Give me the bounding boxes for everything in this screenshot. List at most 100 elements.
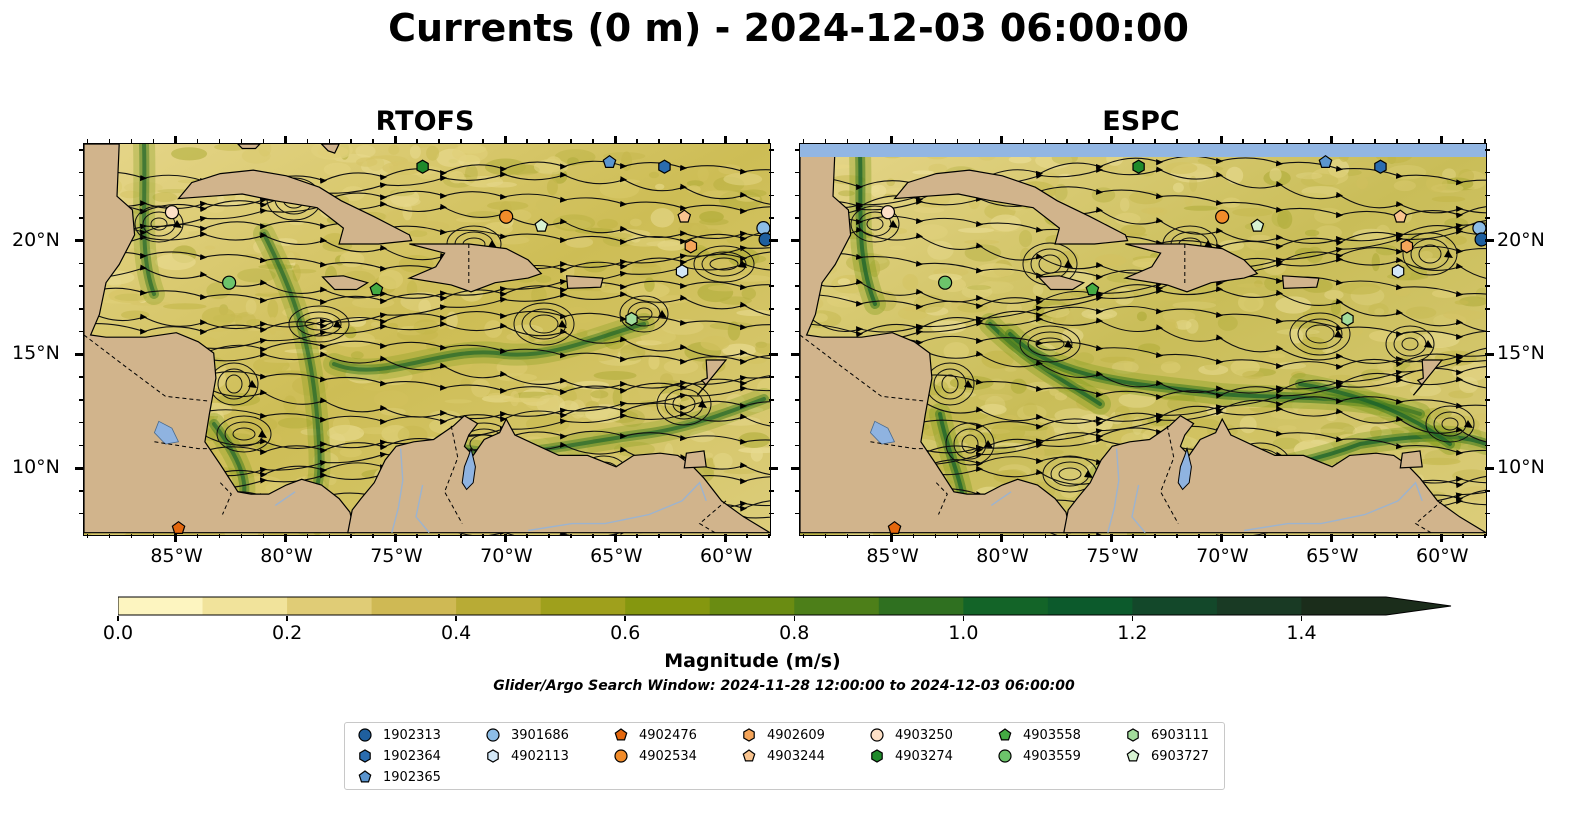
lat-tick xyxy=(791,239,800,243)
colorbar-bar xyxy=(117,596,1452,616)
lon-minor-tick xyxy=(1154,139,1156,143)
legend-label: 4902609 xyxy=(767,727,825,743)
colorbar-label: Magnitude (m/s) xyxy=(664,650,841,672)
lon-minor-tick xyxy=(702,534,704,538)
legend-item: 1902313 xyxy=(357,727,441,743)
lat-tick xyxy=(1485,239,1494,243)
lat-minor-tick xyxy=(795,421,800,424)
float-marker-4903558 xyxy=(369,282,384,296)
lon-minor-tick xyxy=(218,139,221,143)
rtofs-map xyxy=(83,143,771,536)
colorbar-segment xyxy=(878,597,964,615)
lat-tick xyxy=(769,352,778,356)
legend-marker-icon xyxy=(614,749,628,763)
lon-tick xyxy=(889,136,893,144)
lon-tick xyxy=(393,534,397,542)
colorbar-tick-mark xyxy=(624,616,626,621)
lon-minor-tick xyxy=(372,139,374,143)
lat-minor-tick xyxy=(79,149,84,151)
colorbar-segment xyxy=(371,597,457,615)
lon-minor-tick xyxy=(460,139,462,143)
legend-label: 6903111 xyxy=(1151,727,1209,743)
legend-label: 4902534 xyxy=(639,748,697,764)
lat-minor-tick xyxy=(795,512,800,515)
lon-label: 60°W xyxy=(1416,545,1469,567)
colorbar-segment xyxy=(1132,597,1218,615)
float-marker-4902113 xyxy=(675,264,689,279)
lon-tick xyxy=(283,534,287,542)
lon-minor-tick xyxy=(108,139,111,143)
colorbar-segment xyxy=(794,597,880,615)
legend-label: 1902365 xyxy=(383,769,441,785)
lon-label: 65°W xyxy=(1306,545,1359,567)
lon-tick xyxy=(1329,136,1333,144)
colorbar-segment xyxy=(118,597,204,615)
legend-label: 1902313 xyxy=(383,727,441,743)
lon-minor-tick xyxy=(956,139,959,143)
float-marker-1902364 xyxy=(1374,159,1387,174)
no-data-band xyxy=(800,144,1486,157)
lat-minor-tick xyxy=(769,308,774,310)
lon-minor-tick xyxy=(680,139,682,143)
lat-minor-tick xyxy=(79,421,84,424)
colorbar-segment xyxy=(963,597,1049,615)
lat-minor-tick xyxy=(769,399,774,401)
colorbar-segment xyxy=(1216,597,1302,615)
lon-minor-tick xyxy=(824,534,827,538)
lon-tick xyxy=(613,534,617,542)
lon-minor-tick xyxy=(438,139,440,143)
lat-tick xyxy=(791,352,800,356)
legend-marker-hexagon-icon xyxy=(871,749,883,763)
lat-tick xyxy=(769,466,778,470)
lon-minor-tick xyxy=(152,534,155,538)
legend-item: 4903250 xyxy=(869,727,953,743)
colorbar-tick-label: 0.8 xyxy=(779,622,810,644)
legend-marker-icon xyxy=(358,728,372,742)
lon-minor-tick xyxy=(1374,534,1376,538)
lat-minor-tick xyxy=(1485,512,1490,515)
legend-marker-circle-icon xyxy=(358,728,372,742)
float-marker-4902609 xyxy=(1400,239,1414,254)
legend-item: 4903559 xyxy=(997,748,1081,764)
colorbar-tick-mark xyxy=(455,616,457,621)
lat-minor-tick xyxy=(795,444,800,447)
lon-tick xyxy=(1109,534,1113,542)
lon-minor-tick xyxy=(350,139,352,143)
lon-minor-tick xyxy=(1396,139,1398,143)
lon-minor-tick xyxy=(1418,534,1420,538)
lat-minor-tick xyxy=(79,217,84,219)
lat-minor-tick xyxy=(769,171,774,174)
panel-title-espc: ESPC xyxy=(1102,106,1180,137)
rivers xyxy=(274,448,707,534)
lon-minor-tick xyxy=(1264,139,1266,143)
lon-minor-tick xyxy=(1242,534,1244,538)
legend-label: 4903274 xyxy=(895,748,953,764)
lon-minor-tick xyxy=(1132,534,1134,538)
lon-minor-tick xyxy=(1264,534,1266,538)
lon-label: 85°W xyxy=(150,545,203,567)
lat-minor-tick xyxy=(79,330,84,333)
espc-map xyxy=(799,143,1487,536)
lon-minor-tick xyxy=(658,139,660,143)
legend-item: 1902365 xyxy=(357,769,441,785)
float-marker-4903244 xyxy=(677,209,692,223)
lon-tick xyxy=(1329,534,1333,542)
legend-marker-hexagon-icon xyxy=(743,728,755,742)
lon-minor-tick xyxy=(1066,534,1068,538)
lon-minor-tick xyxy=(1352,139,1354,143)
lat-minor-tick xyxy=(795,308,800,310)
lon-minor-tick xyxy=(978,139,981,143)
lat-tick xyxy=(75,239,84,243)
float-marker-4902534 xyxy=(1215,209,1230,224)
lon-minor-tick xyxy=(1462,139,1464,143)
float-marker-1902365 xyxy=(602,154,617,168)
rivers xyxy=(990,448,1423,534)
lat-label: 20°N xyxy=(1497,228,1545,251)
lat-minor-tick xyxy=(795,262,800,265)
lon-minor-tick xyxy=(196,139,199,143)
lon-minor-tick xyxy=(240,139,243,143)
lon-minor-tick xyxy=(306,139,309,143)
lon-minor-tick xyxy=(956,534,959,538)
lon-minor-tick xyxy=(438,534,440,538)
lon-minor-tick xyxy=(1154,534,1156,538)
